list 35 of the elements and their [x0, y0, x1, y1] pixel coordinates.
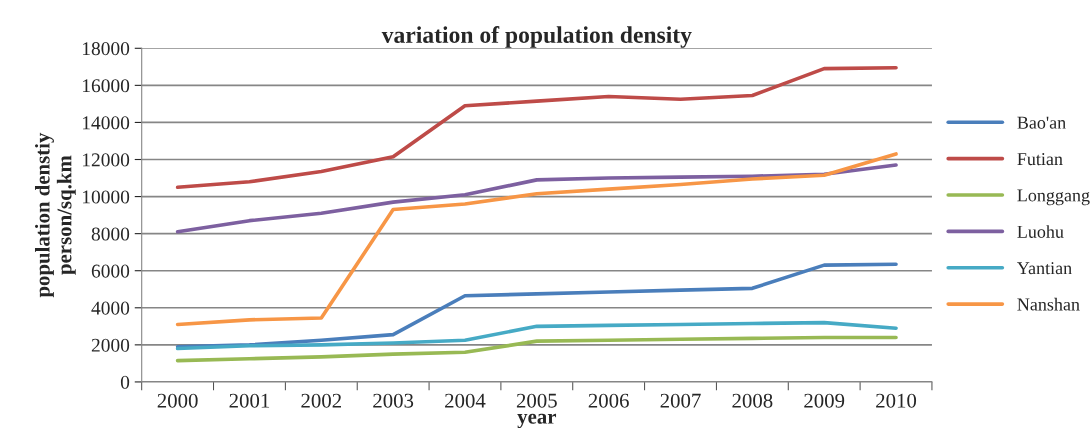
- line-series: [175, 335, 898, 363]
- x-tick-label: 2004: [445, 393, 486, 408]
- x-tick-label: 2006: [588, 393, 629, 408]
- x-tick-label: 2005: [516, 393, 557, 408]
- line-series: [175, 152, 898, 327]
- y-tick-label: 16000: [82, 79, 130, 93]
- legend-label: Futian: [1017, 153, 1063, 166]
- y-tick-label: 2000: [91, 338, 130, 352]
- y-tick-label: 10000: [82, 190, 130, 204]
- x-axis-title: year: [517, 413, 557, 429]
- x-tick-label: 2001: [229, 393, 270, 408]
- legend-label: Nanshan: [1017, 297, 1080, 311]
- y-tick-label: 18000: [82, 42, 130, 56]
- y-tick-label: 4000: [91, 301, 130, 315]
- legend-label: Yantian: [1017, 262, 1072, 275]
- y-tick-label: 0: [120, 375, 130, 389]
- y-tick-label: 12000: [82, 153, 130, 167]
- y-tick-label: 6000: [91, 264, 130, 278]
- chart-title: variation of population density: [381, 26, 692, 48]
- y-tick-label: 8000: [91, 227, 130, 241]
- x-tick-label: 2009: [804, 393, 845, 408]
- x-tick-label: 2000: [157, 393, 198, 408]
- y-axis-title: population denstiy person/sq.km: [34, 132, 76, 298]
- x-tick-label: 2007: [660, 393, 701, 408]
- x-tick-label: 2010: [876, 393, 917, 408]
- y-tick-label: 14000: [82, 116, 130, 130]
- line-series: [175, 65, 898, 190]
- x-tick-label: 2002: [301, 393, 341, 408]
- x-tick-label: 2003: [373, 393, 414, 408]
- line-series: [175, 320, 898, 351]
- legend-label: Bao'an: [1017, 116, 1066, 129]
- legend-label: Luohu: [1017, 225, 1064, 238]
- x-tick-label: 2008: [732, 393, 773, 408]
- line-series: [175, 163, 898, 234]
- legend-label: Longgang: [1017, 189, 1090, 206]
